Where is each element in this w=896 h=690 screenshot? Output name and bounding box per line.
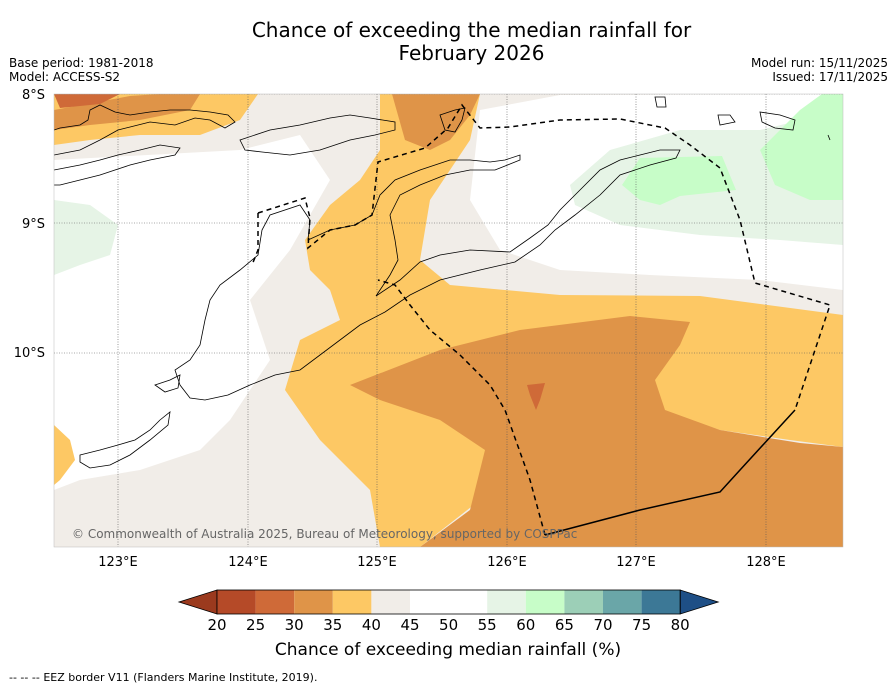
contour-30-35-nw — [54, 94, 200, 130]
eez-legend-symbol: -- -- -- — [9, 671, 40, 684]
contour-60-65-a — [622, 156, 736, 205]
contour-45-55-west — [54, 135, 330, 490]
eez-legend: -- -- -- EEZ border V11 (Flanders Marine… — [9, 671, 317, 684]
contour-35-40-sw — [54, 425, 75, 485]
colorbar-segment — [410, 590, 449, 614]
colorbar-segment — [641, 590, 681, 614]
contour-35-40-main — [285, 94, 843, 547]
colorbar-tick-label: 20 — [207, 616, 226, 634]
colorbar-extend-high — [679, 589, 720, 615]
colorbar-tick-label: 65 — [555, 616, 574, 634]
colorbar-tick-label: 60 — [516, 616, 535, 634]
title-line-1: Chance of exceeding the median rainfall … — [251, 18, 692, 42]
colorbar-segment — [255, 590, 295, 614]
colorbar-segment — [487, 590, 526, 614]
meta-right: Model run: 15/11/2025 Issued: 17/11/2025 — [751, 56, 888, 84]
colorbar-segment — [332, 590, 372, 614]
lon-label-125e: 125°E — [357, 555, 397, 570]
lat-label-9s: 9°S — [22, 217, 45, 232]
eez-legend-text: EEZ border V11 (Flanders Marine Institut… — [43, 671, 318, 684]
model-name: Model: ACCESS-S2 — [9, 70, 121, 84]
map-title: Chance of exceeding the median rainfall … — [0, 19, 896, 65]
colorbar-tick-label: 40 — [362, 616, 381, 634]
colorbar-outline — [216, 589, 681, 615]
colorbar: 20 25 30 35 40 45 50 55 60 65 70 75 80 — [177, 589, 720, 634]
coastlines — [54, 96, 831, 469]
map-frame — [53, 93, 844, 548]
contour-30-35-south — [350, 316, 843, 547]
lon-label-123e: 123°E — [98, 555, 138, 570]
lon-label-127e: 127°E — [616, 555, 656, 570]
colorbar-label: Chance of exceeding median rainfall (%) — [274, 640, 622, 660]
map-area — [54, 94, 843, 547]
colorbar-tick-label: 30 — [285, 616, 304, 634]
meta-left: Base period: 1981-2018 Model: ACCESS-S2 — [9, 56, 154, 84]
colorbar-tick-label: 70 — [593, 616, 612, 634]
contour-60-65-b — [760, 94, 843, 200]
eez-border — [251, 103, 831, 536]
contour-30-35-north — [392, 94, 480, 150]
colorbar-tick-label: 50 — [439, 616, 458, 634]
colorbar-tick-label: 35 — [323, 616, 342, 634]
lon-label-124e: 124°E — [228, 555, 268, 570]
colorbar-tick-label: 45 — [400, 616, 419, 634]
copyright-text: © Commonwealth of Australia 2025, Bureau… — [72, 527, 577, 541]
colorbar-tick-label: 55 — [478, 616, 497, 634]
colorbar-segment — [603, 590, 642, 614]
lat-label-8s: 8°S — [22, 88, 45, 103]
lon-label-128e: 128°E — [746, 555, 786, 570]
colorbar-segment — [525, 590, 565, 614]
colorbar-segment — [217, 590, 256, 614]
contour-25-30-spot — [527, 383, 545, 410]
colorbar-segment — [448, 590, 488, 614]
colorbar-extend-low — [177, 589, 218, 615]
contour-55-60-west — [54, 200, 118, 275]
lat-label-10s: 10°S — [14, 346, 45, 361]
base-period: Base period: 1981-2018 — [9, 56, 154, 70]
model-run: Model run: 15/11/2025 — [750, 56, 888, 70]
colorbar-tick-label: 75 — [632, 616, 651, 634]
title-line-2: February 2026 — [398, 41, 545, 65]
issued-date: Issued: 17/11/2025 — [772, 70, 888, 84]
colorbar-segment — [371, 590, 410, 614]
colorbar-segment — [564, 590, 603, 614]
colorbar-segment — [294, 590, 333, 614]
contour-25-30-nw — [54, 94, 120, 108]
lon-label-126e: 126°E — [487, 555, 527, 570]
colorbar-tick-label: 80 — [671, 616, 690, 634]
colorbar-tick-label: 25 — [246, 616, 265, 634]
